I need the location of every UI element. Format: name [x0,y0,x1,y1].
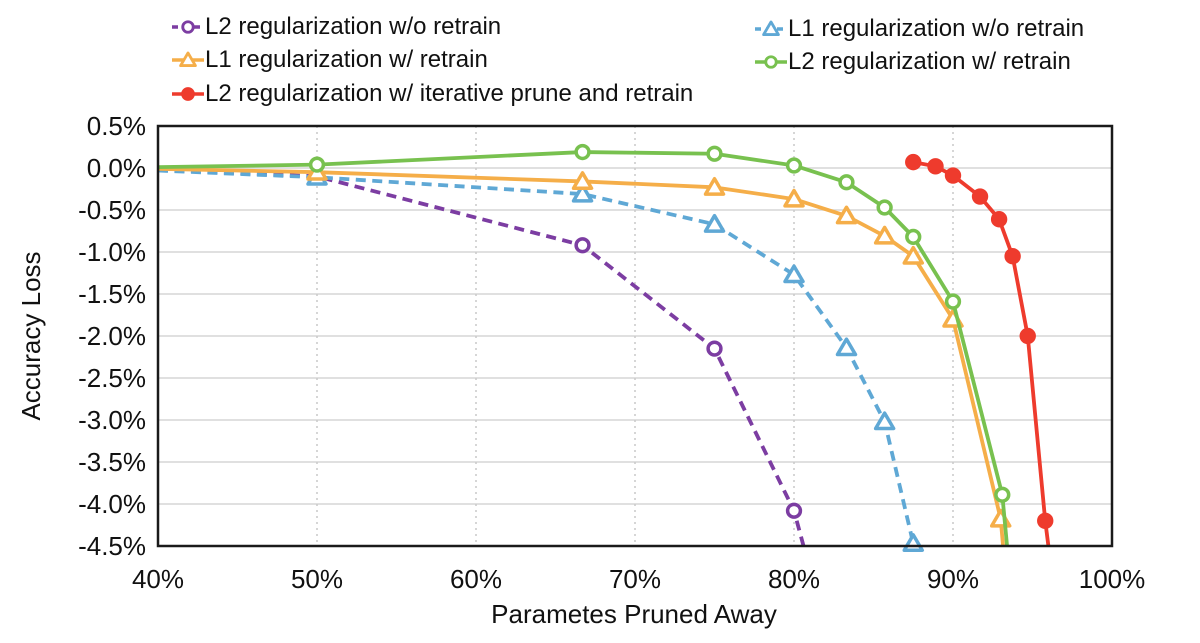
marker-l1-w-retrain [571,171,594,190]
y-tick-label: -4.0% [78,489,146,519]
legend-swatch-l2-wo-retrain [172,20,204,34]
legend-item-l2-iterative: L2 regularization w/ iterative prune and… [171,80,694,107]
marker-l2-iterative-prune-retrain [1037,512,1054,530]
marker-l2-w-retrain [764,55,778,69]
marker-l2-wo-retrain [574,237,591,254]
l1-w-retrain-triangle-icon [171,47,205,73]
y-tick-label: -1.5% [78,279,146,309]
y-tick-label: -2.5% [78,363,146,393]
marker-l2-w-retrain [838,174,855,191]
marker-l2-iterative-prune-retrain [905,153,922,171]
legend-swatch-l2-iterative-prune-retrain [172,87,204,101]
legend-label: L1 regularization w/ retrain [205,46,488,73]
legend-label: L2 regularization w/o retrain [205,13,502,40]
y-tick-label: -2.0% [78,321,146,351]
series-line-l1-wo-retrain [157,168,916,544]
tick-layer: 40% 50% 60% 70% 80% 90% 100% 0.5% 0.0% -0.5% -1.0%… [78,111,1145,594]
marker-l2-wo-retrain [706,340,723,357]
grid-layer [158,126,1112,546]
marker-l2-w-retrain [308,156,326,173]
marker-l2-wo-retrain [785,502,803,519]
x-tick-label: 70% [609,564,661,594]
marker-l2-iterative-prune-retrain [971,188,989,205]
x-axis-title: Parametes Pruned Away [491,599,777,629]
l2-iterative-filled-circle-icon [171,81,205,107]
marker-l1-w-retrain [835,205,858,225]
legend-swatch-l1-w-retrain [172,51,204,68]
legend-swatch-l1-wo-retrain [755,20,787,37]
marker-l1-w-retrain [703,176,726,196]
marker-l1-wo-retrain [873,411,896,431]
marker-l2-w-retrain [944,293,962,310]
marker-l2-iterative-prune-retrain [927,158,944,175]
marker-l2-w-retrain [785,157,803,174]
marker-l2-iterative-prune-retrain [1019,327,1036,345]
marker-l1-wo-retrain [703,213,726,233]
legend-label: L2 regularization w/ iterative prune and… [205,80,694,107]
y-tick-label: 0.0% [87,153,146,183]
marker-l2-w-retrain [706,145,723,162]
marker-l1-wo-retrain [902,533,924,553]
l2-wo-retrain-dashed-circle-icon [171,14,205,40]
marker-l2-w-retrain [905,228,922,246]
y-tick-label: -3.5% [78,447,146,477]
marker-l1-w-retrain [783,188,805,208]
marker-l2-w-retrain [876,199,893,216]
plot-border [156,124,1114,548]
marker-l2-wo-retrain [181,20,195,34]
marker-l1-wo-retrain [783,264,805,284]
marker-l1-w-retrain [179,51,197,68]
marker-l1-w-retrain [902,245,924,265]
marker-l1-w-retrain [873,225,896,245]
series-line-l2-iterative-prune-retrain [912,160,1051,547]
y-tick-label: -3.0% [78,405,146,435]
marker-l2-w-retrain [574,143,591,161]
y-tick-label: 0.5% [87,111,146,141]
marker-l2-iterative-prune-retrain [944,167,962,184]
x-tick-label: 60% [450,564,502,594]
legend-item-l2-w-retrain: L2 regularization w/ retrain [754,48,1071,75]
marker-l1-wo-retrain [571,183,594,203]
marker-l2-iterative-prune-retrain [181,87,195,101]
legend-label: L1 regularization w/o retrain [788,15,1085,42]
y-tick-label: -0.5% [78,195,146,225]
y-axis-title: Accuracy Loss [16,251,46,420]
marker-l2-w-retrain [994,486,1011,503]
legend-item-l1-wo-retrain: L1 regularization w/o retrain [754,15,1085,42]
legend-label: L2 regularization w/ retrain [788,48,1071,75]
legend-swatch-l2-w-retrain [755,55,787,69]
y-tick-label: -1.0% [78,237,146,267]
x-tick-label: 50% [291,564,343,594]
x-tick-label: 40% [132,564,184,594]
marker-l1-wo-retrain [762,20,780,37]
y-tick-label: -4.5% [78,531,146,561]
x-tick-label: 100% [1079,564,1146,594]
x-tick-label: 80% [768,564,820,594]
marker-l2-iterative-prune-retrain [1004,248,1021,265]
series-line-l1-w-retrain [157,166,1005,547]
marker-l1-wo-retrain [835,337,858,357]
series-layer [157,143,1054,553]
x-tick-label: 90% [927,564,979,594]
marker-l1-w-retrain [989,508,1012,528]
legend-item-l1-w-retrain: L1 regularization w/ retrain [171,46,488,73]
l1-wo-retrain-dashed-triangle-icon [754,16,788,42]
marker-l2-iterative-prune-retrain [990,211,1008,228]
legend-item-l2-wo-retrain: L2 regularization w/o retrain [171,13,502,40]
l2-w-retrain-circle-icon [754,49,788,75]
